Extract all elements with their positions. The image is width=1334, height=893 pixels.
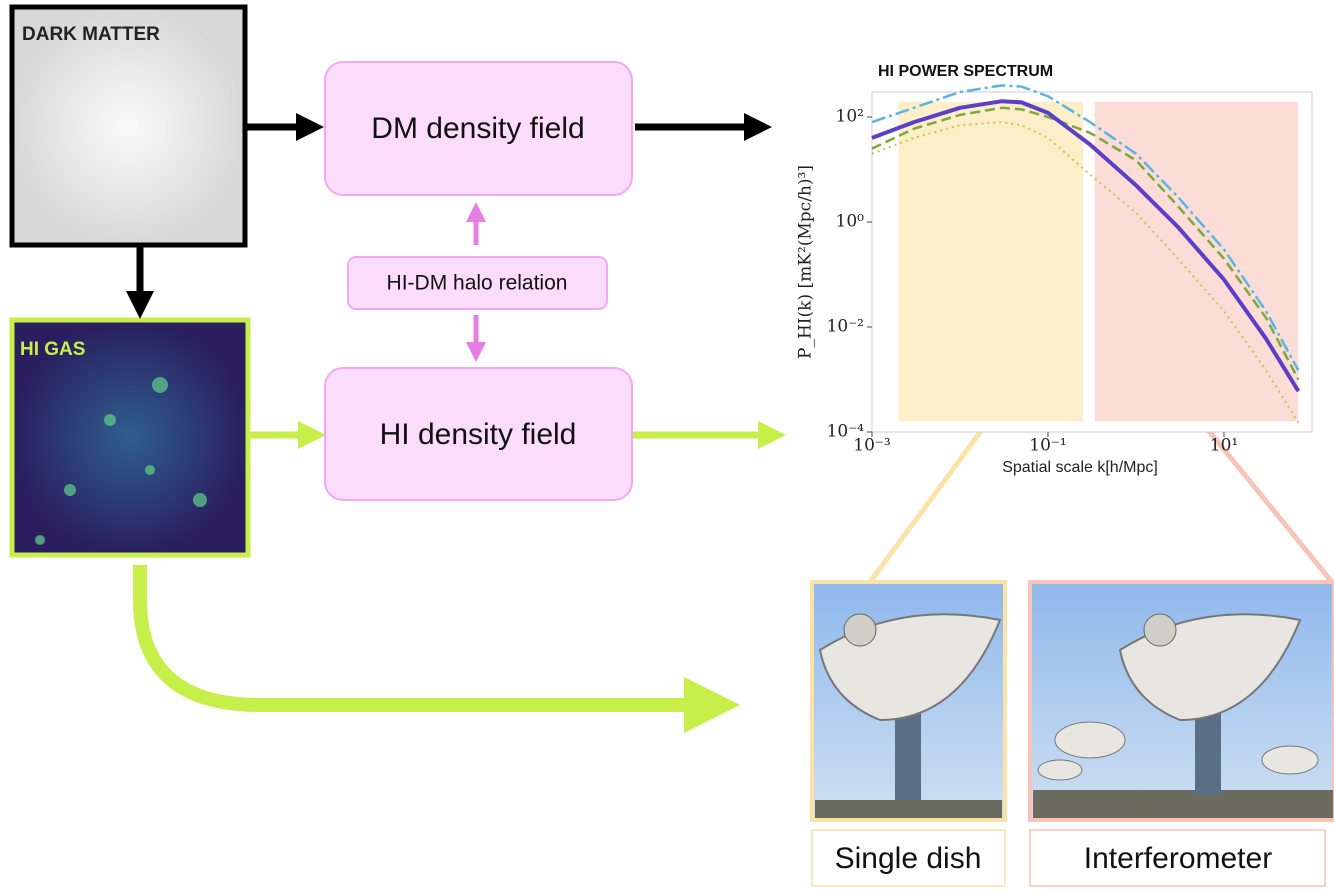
y-tick-label: 10² (836, 107, 864, 127)
telescope-label: Interferometer (1084, 842, 1272, 875)
x-tick-label: 10¹ (1210, 436, 1238, 456)
y-tick-label: 10⁰ (836, 212, 865, 232)
panel-label: HI GAS (20, 339, 85, 360)
node-label: DM density field (371, 112, 584, 145)
interferometer-image (1030, 582, 1334, 820)
scale-band (898, 102, 1083, 421)
diagram: DARK MATTER HI GAS DM density field HI-D… (0, 0, 1334, 888)
scale-band (1095, 102, 1299, 421)
y-tick-label: 10⁻² (827, 317, 864, 337)
x-axis-label: Spatial scale k[h/Mpc] (1002, 459, 1158, 476)
x-tick-label: 10⁻¹ (1029, 436, 1066, 456)
chart-title: HI POWER SPECTRUM (878, 63, 1053, 80)
y-tick-label: 10⁻⁴ (827, 422, 865, 442)
telescope-label: Single dish (835, 842, 982, 875)
chart: HI POWER SPECTRUM Spatial scale k[h/Mpc]… (796, 63, 1313, 476)
node-label: HI-DM halo relation (387, 272, 568, 295)
y-axis-label: P_HI(k) [mK²(Mpc/h)³] (796, 165, 816, 359)
panel-label: DARK MATTER (22, 24, 160, 45)
single-dish-image (812, 582, 1005, 820)
node-label: HI density field (380, 418, 577, 451)
curved-arrow (140, 565, 712, 705)
page: {"panels": {"dark_matter": "DARK MATTER"… (0, 0, 1334, 888)
